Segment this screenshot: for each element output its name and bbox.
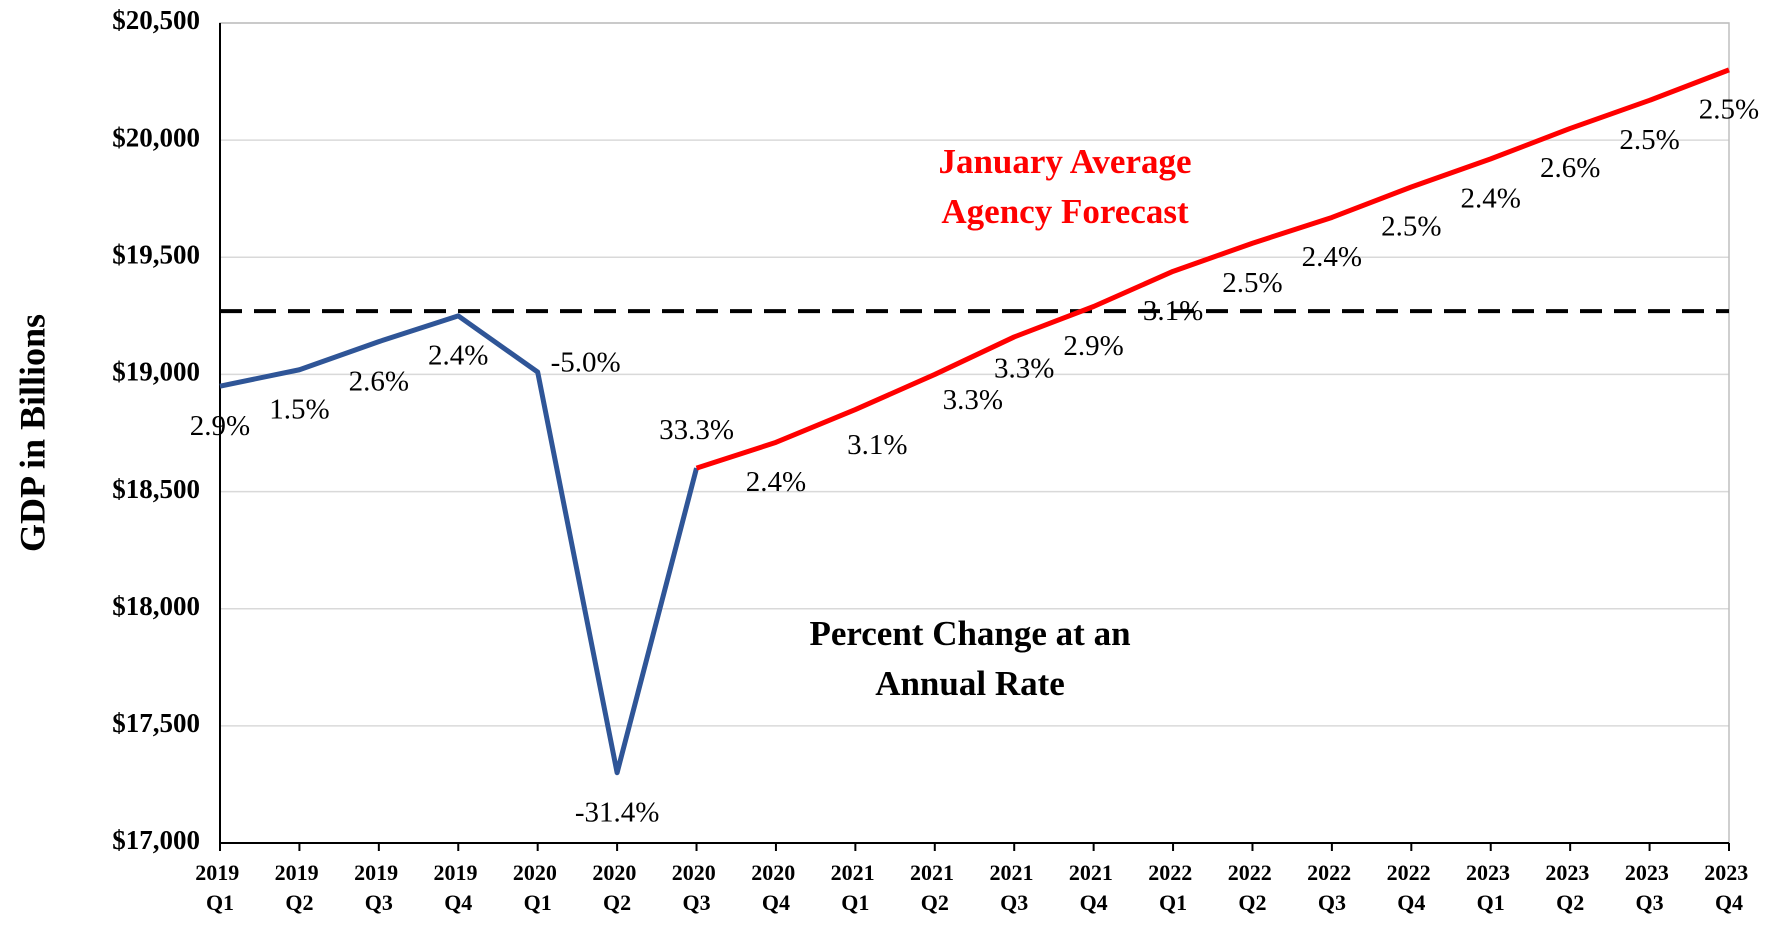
- x-tick-label: 2021 Q2: [910, 860, 960, 915]
- growth-label: 3.1%: [1143, 295, 1203, 327]
- x-tick-label: 2019 Q1: [195, 860, 245, 915]
- x-tick-label: 2022 Q1: [1148, 860, 1198, 915]
- x-tick-label: 2020 Q3: [672, 860, 722, 915]
- growth-label: 33.3%: [659, 414, 734, 446]
- growth-label: 3.3%: [943, 384, 1003, 416]
- x-tick-label: 2020 Q2: [592, 860, 642, 915]
- growth-label: 3.1%: [847, 429, 907, 461]
- series-line: [219, 313, 699, 776]
- x-tick-label: 2019 Q4: [434, 860, 484, 915]
- x-tick-label: 2023 Q2: [1545, 860, 1595, 915]
- x-tick-label: 2022 Q3: [1307, 860, 1357, 915]
- annotation: Annual Rate: [875, 664, 1065, 703]
- x-tick-label: 2019 Q3: [354, 860, 404, 915]
- growth-label: 3.3%: [994, 353, 1054, 385]
- growth-label: 2.6%: [349, 365, 409, 397]
- growth-label: 1.5%: [269, 393, 329, 425]
- annotation: Percent Change at an: [809, 614, 1130, 653]
- growth-label: 2.6%: [1540, 152, 1600, 184]
- x-tick-label: 2023 Q4: [1704, 860, 1754, 915]
- x-tick-label: 2023 Q1: [1466, 860, 1516, 915]
- growth-label: 2.5%: [1699, 94, 1759, 126]
- annotation: Agency Forecast: [941, 192, 1189, 231]
- growth-label: 2.5%: [1222, 267, 1282, 299]
- y-tick-label: $20,000: [112, 122, 200, 152]
- growth-label: 2.4%: [1461, 183, 1521, 215]
- growth-label: 2.4%: [1302, 241, 1362, 273]
- x-tick-label: 2022 Q2: [1228, 860, 1278, 915]
- growth-label: 2.5%: [1619, 124, 1679, 156]
- y-tick-label: $18,500: [112, 474, 200, 504]
- growth-label: 2.4%: [428, 340, 488, 372]
- x-tick-label: 2021 Q3: [989, 860, 1039, 915]
- growth-label: 2.5%: [1381, 211, 1441, 243]
- x-tick-label: 2021 Q4: [1069, 860, 1119, 915]
- growth-label: 2.9%: [190, 410, 250, 442]
- annotation: January Average: [938, 142, 1191, 181]
- y-tick-label: $18,000: [112, 591, 200, 621]
- growth-label: 2.4%: [746, 466, 806, 498]
- y-tick-label: $17,500: [112, 708, 200, 738]
- x-tick-label: 2021 Q1: [831, 860, 881, 915]
- x-tick-label: 2023 Q3: [1625, 860, 1675, 915]
- x-tick-label: 2020 Q1: [513, 860, 563, 915]
- series-line: [695, 67, 1730, 471]
- y-axis-label: GDP in Billions: [12, 314, 52, 552]
- y-tick-label: $17,000: [112, 825, 200, 855]
- growth-label: -31.4%: [575, 796, 660, 828]
- growth-label: -5.0%: [551, 347, 621, 379]
- growth-label: 2.9%: [1063, 330, 1123, 362]
- y-tick-label: $20,500: [112, 5, 200, 35]
- x-tick-label: 2020 Q4: [751, 860, 801, 915]
- y-tick-label: $19,500: [112, 239, 200, 269]
- x-tick-label: 2019 Q2: [275, 860, 325, 915]
- x-tick-label: 2022 Q4: [1387, 860, 1437, 915]
- y-tick-label: $19,000: [112, 357, 200, 387]
